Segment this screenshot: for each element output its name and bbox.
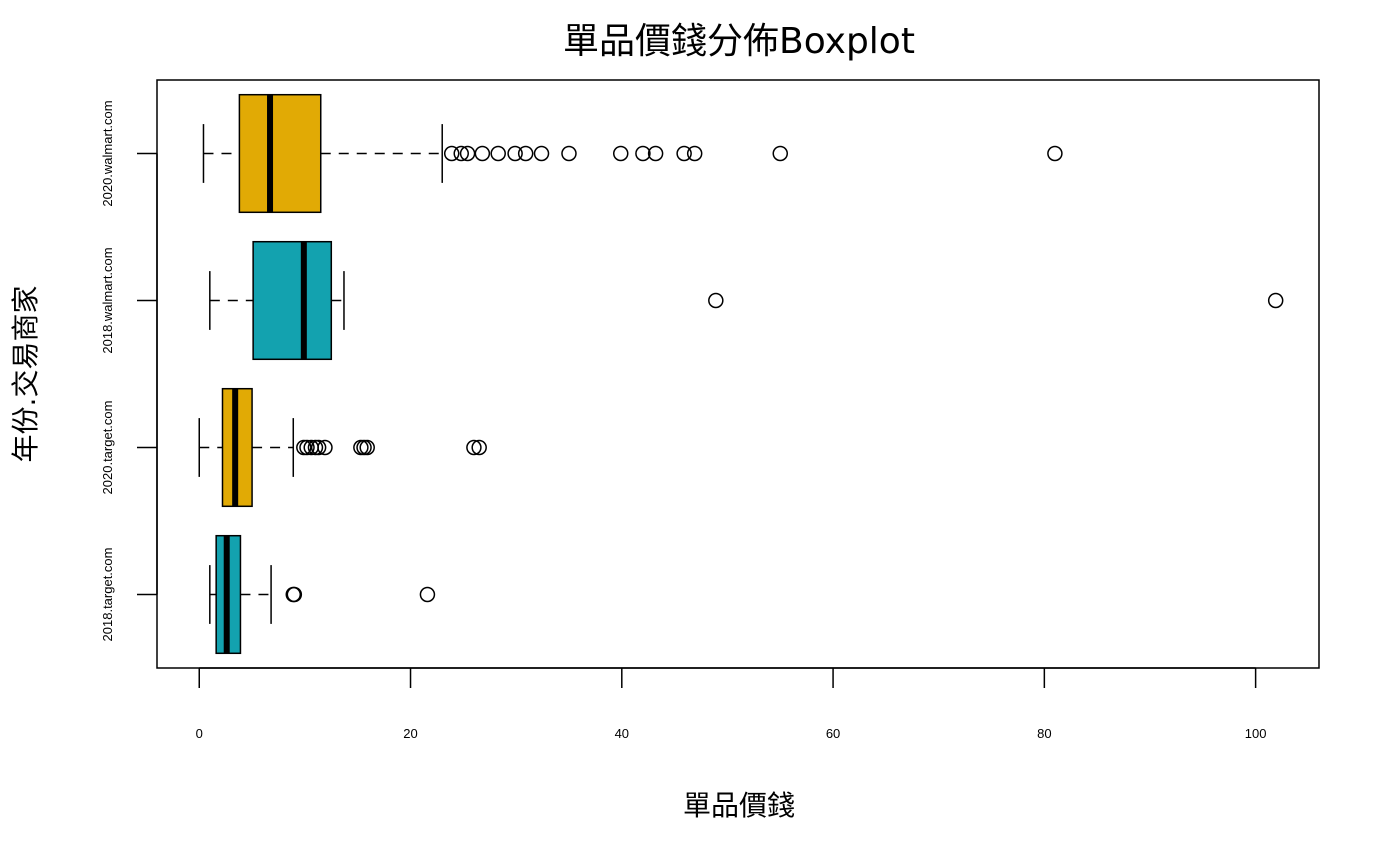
- outlier-point: [772, 145, 789, 162]
- y-category-label: 2018.target.com: [100, 548, 115, 642]
- outlier-point: [635, 145, 651, 162]
- box-2020.target.com: [198, 387, 487, 508]
- y-category-label: 2020.walmart.com: [100, 100, 115, 206]
- outlier-point: [1047, 145, 1063, 162]
- outlier-point: [708, 292, 724, 309]
- outlier-point: [676, 145, 692, 162]
- outlier-point: [453, 145, 469, 162]
- outlier-point: [359, 439, 375, 456]
- outlier-point: [299, 439, 315, 456]
- outlier-point: [356, 439, 372, 456]
- outlier-point: [317, 439, 333, 456]
- x-tick-label: 80: [1037, 726, 1051, 741]
- outlier-point: [533, 145, 550, 162]
- plot-frame: [156, 79, 1320, 669]
- chart-title: 單品價錢分佈Boxplot: [563, 21, 915, 62]
- box-iqr: [238, 93, 322, 214]
- outlier-point: [686, 145, 703, 162]
- outlier-point: [471, 439, 487, 456]
- y-category-label: 2020.target.com: [100, 401, 115, 495]
- outlier-point: [310, 439, 327, 456]
- outlier-point: [647, 145, 664, 162]
- x-axis: 0 20 40 60 80 100: [196, 667, 1267, 741]
- outlier-point: [507, 145, 523, 162]
- outlier-point: [474, 145, 491, 162]
- x-tick-label: 40: [615, 726, 629, 741]
- outlier-point: [561, 145, 577, 162]
- outlier-point: [466, 439, 482, 456]
- box-2018.target.com: [209, 534, 436, 655]
- x-tick-label: 60: [826, 726, 840, 741]
- outlier-point: [286, 586, 303, 603]
- x-tick-label: 100: [1245, 726, 1267, 741]
- y-category-label: 2018.walmart.com: [100, 247, 115, 353]
- outlier-point: [1267, 292, 1284, 309]
- outlier-point: [612, 145, 629, 162]
- x-tick-label: 20: [403, 726, 417, 741]
- boxes: [198, 93, 1284, 655]
- x-axis-title: 單品價錢: [683, 789, 795, 822]
- box-2018.walmart.com: [209, 240, 1284, 361]
- outlier-point: [517, 145, 534, 162]
- outlier-point: [459, 145, 476, 162]
- box-iqr: [252, 240, 333, 361]
- outlier-point: [443, 145, 460, 162]
- outlier-point: [490, 145, 506, 162]
- y-axis: 2018.target.com 2020.target.com 2018.walma…: [100, 100, 158, 642]
- box-2020.walmart.com: [202, 93, 1063, 214]
- y-axis-title: 年份.交易商家: [9, 286, 42, 463]
- outlier-point: [419, 586, 436, 603]
- x-tick-label: 0: [196, 726, 203, 741]
